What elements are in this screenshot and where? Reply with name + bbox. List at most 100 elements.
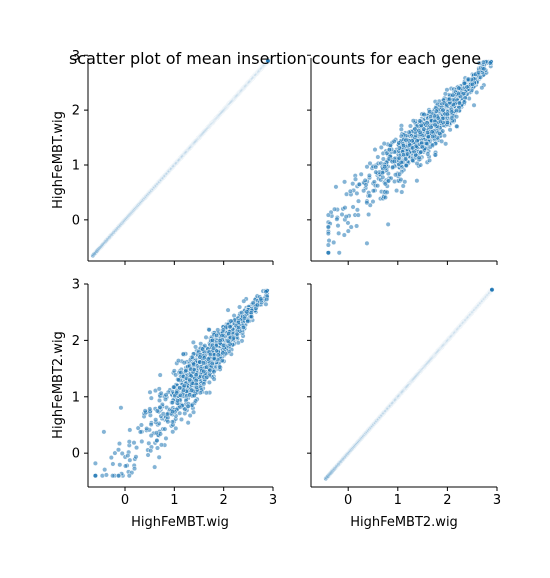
y-tick-label: 2 xyxy=(72,334,80,349)
data-point xyxy=(341,232,347,238)
data-point xyxy=(158,390,164,396)
data-point xyxy=(264,296,270,302)
data-point xyxy=(115,473,121,479)
data-point xyxy=(375,183,381,189)
panel-highfembt-vs-highfembt2 xyxy=(307,54,498,265)
data-point xyxy=(325,224,331,230)
data-point xyxy=(326,238,332,244)
data-point xyxy=(169,419,175,425)
data-point xyxy=(145,452,151,458)
data-point xyxy=(433,108,439,114)
data-point xyxy=(412,126,418,132)
y-axis-label-bottom: HighFeMBT2.wig xyxy=(51,331,66,439)
data-point xyxy=(228,318,234,324)
data-point xyxy=(479,85,485,91)
data-point xyxy=(421,112,427,118)
data-point xyxy=(354,190,360,196)
data-point xyxy=(417,118,423,124)
data-point xyxy=(194,384,200,390)
data-point xyxy=(454,123,460,129)
data-point xyxy=(169,399,175,406)
data-point xyxy=(165,419,171,425)
x-tick-label: 2 xyxy=(220,493,228,508)
y-tick-label: 0 xyxy=(72,213,80,228)
data-point xyxy=(363,182,369,188)
scatter-points xyxy=(92,288,270,479)
data-point xyxy=(456,100,463,106)
data-point xyxy=(193,398,199,404)
y-tick-label: 0 xyxy=(72,447,80,462)
data-point xyxy=(156,397,163,403)
x-axis-label-left: HighFeMBT.wig xyxy=(131,515,229,530)
data-point xyxy=(188,366,194,372)
y-tick-label: 1 xyxy=(72,390,80,405)
data-point xyxy=(163,435,169,441)
data-point xyxy=(185,420,191,426)
data-point xyxy=(225,307,231,313)
x-tick-label: 0 xyxy=(121,493,129,508)
data-point xyxy=(396,171,403,177)
data-point xyxy=(206,379,212,385)
data-point xyxy=(131,440,137,446)
panel-highfembt2-vs-highfembt: 0 1 2 3 0 1 2 3 xyxy=(72,278,277,509)
data-point xyxy=(456,91,462,97)
data-point xyxy=(200,360,206,366)
data-point xyxy=(461,99,468,105)
scatter-points xyxy=(323,287,495,482)
data-point xyxy=(170,409,176,415)
data-point xyxy=(345,220,351,226)
data-point xyxy=(394,188,400,194)
data-point xyxy=(206,327,212,333)
data-point xyxy=(241,298,247,304)
data-point xyxy=(263,301,269,307)
data-point xyxy=(217,364,223,370)
data-point xyxy=(339,211,345,218)
data-point xyxy=(381,141,387,147)
data-point xyxy=(201,381,207,387)
data-point xyxy=(152,464,158,470)
data-point xyxy=(154,445,161,451)
x-tick-label: 0 xyxy=(344,493,352,508)
data-point xyxy=(471,102,477,108)
data-point xyxy=(116,441,123,447)
data-point xyxy=(348,224,354,230)
y-tick-label: 3 xyxy=(72,49,80,64)
data-point xyxy=(163,392,169,398)
data-point xyxy=(235,340,241,346)
data-point xyxy=(382,164,388,170)
data-point xyxy=(241,315,248,321)
data-point xyxy=(123,463,129,469)
data-point xyxy=(474,89,480,95)
data-point xyxy=(382,194,388,200)
data-point xyxy=(235,325,242,331)
data-point xyxy=(375,154,381,160)
data-point xyxy=(180,351,186,357)
data-point xyxy=(400,143,407,149)
data-point xyxy=(400,183,406,189)
data-point xyxy=(366,211,372,218)
data-point xyxy=(325,242,331,248)
data-point xyxy=(432,152,438,158)
x-tick-label: 2 xyxy=(443,493,451,508)
data-point xyxy=(410,145,416,151)
data-point xyxy=(170,429,176,435)
data-point xyxy=(373,164,379,170)
data-point xyxy=(416,155,422,161)
data-point xyxy=(187,377,193,383)
data-point xyxy=(437,131,443,137)
data-point xyxy=(258,296,264,302)
data-point xyxy=(372,147,378,153)
data-point xyxy=(398,126,404,132)
data-point xyxy=(203,390,209,396)
data-point xyxy=(366,172,372,179)
data-point xyxy=(127,457,133,463)
data-point xyxy=(162,426,168,432)
y-tick-label: 2 xyxy=(72,104,80,119)
data-point xyxy=(191,409,197,415)
data-point xyxy=(475,70,482,76)
data-point xyxy=(386,178,392,184)
data-point xyxy=(396,155,402,161)
data-point xyxy=(207,367,213,373)
data-point xyxy=(407,123,414,129)
